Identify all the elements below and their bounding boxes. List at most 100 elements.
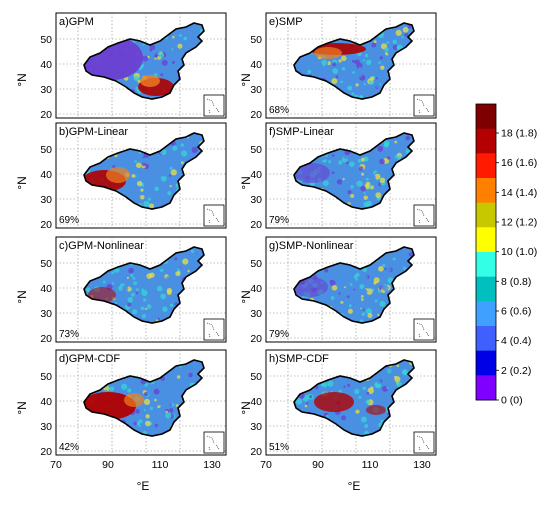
country-outline [293, 22, 415, 100]
ytick-label: 50 [250, 144, 262, 156]
colorbar-segment [476, 252, 496, 278]
xtick-label: 70 [260, 459, 272, 471]
colorbar-segment [476, 104, 496, 130]
colorbar-segment [476, 178, 496, 204]
ytick-label: 30 [250, 84, 262, 96]
ytick-label: 30 [250, 308, 262, 320]
panel-percent: 79% [269, 329, 289, 340]
ylabel-row3: °N [15, 290, 29, 303]
ytick-label: 50 [40, 258, 52, 270]
ytick-label: 30 [250, 194, 262, 206]
colorbar-segment [476, 375, 496, 401]
colorbar-segment [476, 276, 496, 302]
ytick-label: 30 [40, 421, 52, 433]
colorbar-segment [476, 301, 496, 327]
colorbar-segment [476, 128, 496, 154]
panel-label: d)GPM-CDF [59, 353, 120, 365]
ytick-label: 40 [250, 169, 262, 181]
map-panel: g)SMP-Nonlinear 79% 50 40 30 20 [250, 236, 437, 345]
panel-label: b)GPM-Linear [59, 126, 128, 138]
panel-percent: 51% [269, 442, 289, 453]
panel-label: c)GPM-Nonlinear [59, 240, 144, 252]
ytick-label: 20 [40, 219, 52, 231]
ytick-label: 50 [40, 371, 52, 383]
ytick-label: 40 [250, 283, 262, 295]
colorbar-label: 6 (0.6) [501, 306, 531, 318]
ytick-label: 30 [250, 421, 262, 433]
panel-percent: 73% [59, 329, 79, 340]
ylabel-right-row3: °N [239, 290, 253, 303]
xtick-label: 70 [50, 459, 62, 471]
xtick-label: 110 [152, 459, 169, 471]
ytick-label: 20 [40, 109, 52, 121]
ytick-label: 20 [250, 219, 262, 231]
country-outline [293, 132, 415, 210]
ytick-label: 20 [40, 333, 52, 345]
country-outline [293, 246, 415, 324]
map-panel: c)GPM-Nonlinear 73% 50 40 30 20 [40, 236, 227, 345]
xtick-label: 90 [312, 459, 324, 471]
ytick-label: 40 [250, 396, 262, 408]
panel-percent: 79% [269, 215, 289, 226]
xlabel-right: °E [348, 479, 361, 493]
ytick-label: 30 [40, 194, 52, 206]
colorbar-label: 10 (1.0) [501, 246, 537, 258]
panel-percent: 69% [59, 215, 79, 226]
ytick-label: 50 [250, 34, 262, 46]
colorbar-label: 12 (1.2) [501, 217, 537, 229]
map-panel: b)GPM-Linear 69% 50 40 30 20 [40, 122, 227, 231]
ytick-label: 40 [40, 283, 52, 295]
ytick-label: 30 [40, 84, 52, 96]
panel-percent: 42% [59, 442, 79, 453]
ytick-label: 40 [250, 59, 262, 71]
panel-label: f)SMP-Linear [269, 126, 334, 138]
panel-percent: 68% [269, 105, 289, 116]
country-outline [83, 246, 205, 324]
panel-label: a)GPM [59, 16, 94, 28]
map-panel: f)SMP-Linear 79% 50 40 30 20 [250, 122, 437, 231]
colorbar-segment [476, 202, 496, 228]
colorbar-label: 16 (1.6) [501, 157, 537, 169]
ytick-label: 50 [40, 34, 52, 46]
ylabel-row1: °N [15, 73, 29, 86]
ytick-label: 50 [40, 144, 52, 156]
map-panel: a)GPM 50 40 30 20 [40, 12, 227, 121]
xtick-label: 130 [203, 459, 221, 471]
colorbar: 18 (1.8) 16 (1.6) 14 (1.4) 12 (1.2) 10 (1.0)… [475, 103, 537, 407]
country-outline [83, 359, 205, 437]
colorbar-segment [476, 227, 496, 253]
ytick-label: 40 [40, 396, 52, 408]
ytick-label: 20 [40, 446, 52, 458]
xtick-label: 110 [362, 459, 379, 471]
colorbar-segment [476, 326, 496, 352]
ytick-label: 20 [250, 446, 262, 458]
panel-label: g)SMP-Nonlinear [269, 240, 354, 252]
xtick-label: 90 [102, 459, 114, 471]
ytick-label: 50 [250, 371, 262, 383]
map-panel: e)SMP 68% 50 40 30 20 [250, 12, 437, 121]
colorbar-label: 4 (0.4) [501, 335, 531, 347]
colorbar-label: 14 (1.4) [501, 187, 537, 199]
colorbar-label: 0 (0) [501, 395, 523, 407]
xtick-label: 130 [413, 459, 431, 471]
ytick-label: 40 [40, 59, 52, 71]
ytick-label: 20 [250, 333, 262, 345]
country-outline [83, 132, 205, 210]
xlabel-left: °E [137, 479, 150, 493]
ytick-label: 50 [250, 258, 262, 270]
panel-label: e)SMP [269, 16, 303, 28]
colorbar-segment [476, 153, 496, 179]
ylabel-right-row4: °N [239, 401, 253, 414]
colorbar-label: 18 (1.8) [501, 128, 537, 140]
colorbar-label: 2 (0.2) [501, 365, 531, 377]
ylabel-right-row1: °N [239, 73, 253, 86]
colorbar-label: 8 (0.8) [501, 276, 531, 288]
ytick-label: 40 [40, 169, 52, 181]
colorbar-segment [476, 350, 496, 376]
ytick-label: 20 [250, 109, 262, 121]
ylabel-row2: °N [15, 176, 29, 189]
country-outline [293, 359, 415, 437]
